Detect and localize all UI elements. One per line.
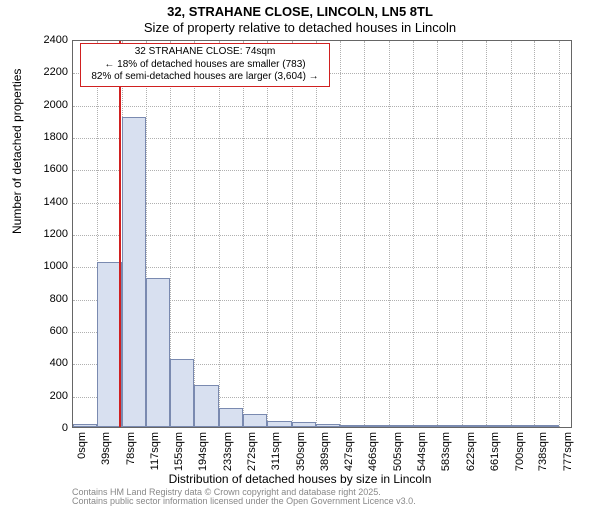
x-tick-label: 661sqm [489,432,501,471]
y-tick-label: 1800 [8,131,68,143]
y-tick-label: 800 [8,293,68,305]
gridline-h [73,267,571,268]
y-tick-label: 2000 [8,99,68,111]
x-tick-label: 78sqm [125,432,137,465]
gridline-v [437,41,438,427]
x-tick-label: 194sqm [197,432,209,471]
annotation-line-3: 82% of semi-detached houses are larger (… [85,71,325,84]
gridline-v [292,41,293,427]
x-tick-label: 427sqm [343,432,355,471]
histogram-bar [389,425,413,427]
x-tick-label: 0sqm [76,432,88,459]
x-tick-label: 272sqm [246,432,258,471]
gridline-v [534,41,535,427]
x-tick-label: 505sqm [392,432,404,471]
x-axis-label: Distribution of detached houses by size … [0,472,600,486]
histogram-bar [243,414,267,427]
y-tick-label: 0 [8,422,68,434]
gridline-h [73,170,571,171]
histogram-bar [292,422,316,427]
gridline-v [413,41,414,427]
x-tick-label: 311sqm [270,432,282,470]
x-tick-label: 466sqm [367,432,379,471]
y-tick-label: 2200 [8,66,68,78]
x-tick-label: 622sqm [465,432,477,471]
property-marker-line [119,41,121,427]
annotation-line-1: 32 STRAHANE CLOSE: 74sqm [85,46,325,59]
histogram-bar [364,425,388,427]
x-tick-label: 39sqm [100,432,112,465]
gridline-h [73,138,571,139]
histogram-bar [511,425,535,427]
y-tick-label: 1600 [8,163,68,175]
x-tick-label: 117sqm [149,432,161,470]
x-tick-label: 233sqm [222,432,234,471]
gridline-v [511,41,512,427]
gridline-v [559,41,560,427]
plot-area [72,40,572,428]
histogram-bar [194,385,218,427]
y-tick-label: 1200 [8,228,68,240]
annotation-line-2: ← 18% of detached houses are smaller (78… [85,59,325,72]
chart-title-sub: Size of property relative to detached ho… [0,20,600,35]
gridline-h [73,203,571,204]
gridline-v [364,41,365,427]
gridline-v [243,41,244,427]
gridline-v [219,41,220,427]
histogram-bar [97,262,121,427]
histogram-bar [534,425,558,427]
x-tick-label: 738sqm [537,432,549,471]
y-tick-label: 400 [8,357,68,369]
gridline-v [340,41,341,427]
gridline-v [316,41,317,427]
histogram-bar [146,278,170,427]
footer-line-2: Contains public sector information licen… [72,496,416,506]
histogram-bar [340,425,364,427]
histogram-bar [170,359,194,427]
gridline-v [389,41,390,427]
histogram-bar [219,408,243,427]
y-tick-label: 2400 [8,34,68,46]
x-tick-label: 544sqm [416,432,428,471]
histogram-bar [73,424,97,427]
y-tick-label: 200 [8,390,68,402]
gridline-h [73,235,571,236]
gridline-v [194,41,195,427]
marker-annotation: 32 STRAHANE CLOSE: 74sqm ← 18% of detach… [80,43,330,87]
gridline-v [486,41,487,427]
chart-container: 32, STRAHANE CLOSE, LINCOLN, LN5 8TL Siz… [0,0,600,500]
histogram-bar [486,425,510,427]
chart-title-main: 32, STRAHANE CLOSE, LINCOLN, LN5 8TL [0,4,600,19]
x-tick-label: 389sqm [319,432,331,471]
x-tick-label: 350sqm [295,432,307,471]
x-tick-label: 777sqm [562,432,574,471]
histogram-bar [413,425,437,427]
y-tick-label: 1400 [8,196,68,208]
x-tick-label: 700sqm [514,432,526,471]
histogram-bar [437,425,461,427]
histogram-bar [316,424,340,427]
x-tick-label: 583sqm [440,432,452,471]
gridline-v [267,41,268,427]
x-tick-label: 155sqm [173,432,185,471]
y-axis-label: Number of detached properties [10,69,24,234]
y-tick-label: 600 [8,325,68,337]
gridline-v [462,41,463,427]
y-tick-label: 1000 [8,260,68,272]
histogram-bar [122,117,146,427]
histogram-bar [267,421,291,427]
gridline-h [73,106,571,107]
histogram-bar [462,425,486,427]
